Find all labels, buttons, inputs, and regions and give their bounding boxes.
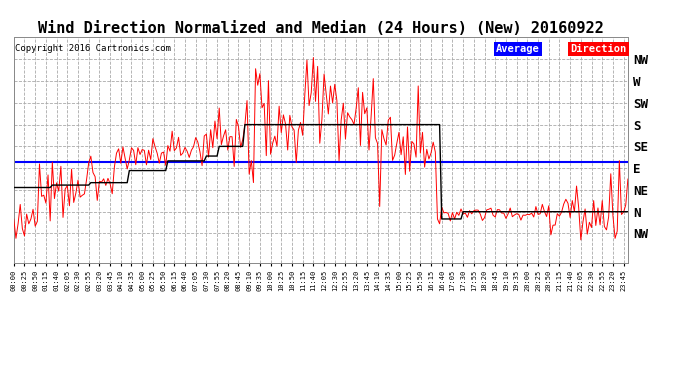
- Text: Direction: Direction: [571, 44, 627, 54]
- Text: Average: Average: [495, 44, 540, 54]
- Text: Copyright 2016 Cartronics.com: Copyright 2016 Cartronics.com: [15, 44, 171, 53]
- Title: Wind Direction Normalized and Median (24 Hours) (New) 20160922: Wind Direction Normalized and Median (24…: [38, 21, 604, 36]
